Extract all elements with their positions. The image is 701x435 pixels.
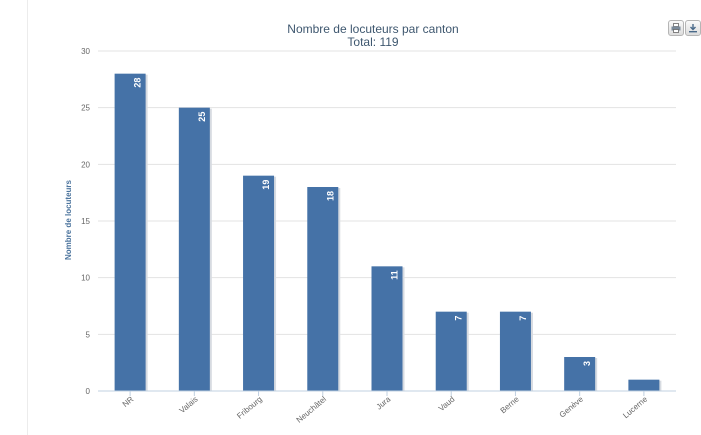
chart-title: Nombre de locuteurs par canton [287,22,458,36]
x-tick-label: Jura [375,394,393,411]
bar[interactable] [178,107,210,392]
x-tick-label: Valais [178,395,200,416]
bars: 28 25 19 18 11 7 7 3 [114,73,662,392]
frame-border [27,0,28,435]
x-tick-label: Lucerne [621,394,649,420]
printer-icon [671,23,681,33]
bar-data-label: 19 [261,180,271,190]
bar[interactable] [628,379,660,391]
x-tick-label: Fribourg [235,395,264,421]
x-tick-label: Vaud [437,395,457,414]
bar[interactable] [243,175,275,391]
bar-data-label: 3 [582,361,592,366]
y-axis-label: Nombre de locuteurs [64,179,73,260]
x-tick-label: Neuchâtel [295,394,329,424]
y-tick-label: 5 [86,330,91,339]
print-button[interactable] [668,20,684,36]
export-button[interactable] [685,20,701,36]
bar-data-label: 7 [518,316,528,321]
bar[interactable] [114,73,146,392]
y-tick-label: 0 [86,387,91,396]
bar-data-label: 28 [133,78,143,88]
bar-data-label: 11 [390,270,400,280]
chart-subtitle: Total: 119 [347,35,398,49]
y-tick-label: 10 [81,274,90,283]
bar[interactable] [435,311,467,391]
bar[interactable] [564,357,596,391]
y-tick-label: 15 [81,217,90,226]
download-icon [689,24,697,33]
bar-data-label: 25 [197,112,207,122]
bar[interactable] [307,187,339,391]
y-tick-label: 30 [81,47,90,56]
bar-data-label: 7 [454,316,464,321]
bar[interactable] [499,311,531,391]
y-tick-label: 25 [81,104,90,113]
y-tick-label: 20 [81,160,90,169]
x-tick-label: NR [121,394,136,408]
bar[interactable] [371,266,403,391]
bar-data-label: 18 [325,191,335,201]
x-tick-label: Berne [499,394,522,415]
x-tick-label: Genève [558,394,586,419]
